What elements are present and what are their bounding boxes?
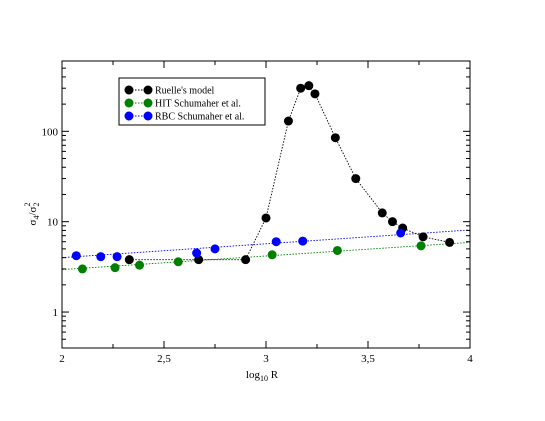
point-ruelle-s-model [377, 208, 387, 218]
x-axis-label: log10 R [246, 369, 279, 383]
point-ruelle-s-model [283, 116, 293, 126]
point-ruelle-s-model [261, 213, 271, 223]
point-rbc-schumaher-et-al [112, 252, 122, 262]
point-rbc-schumaher-et-al [298, 236, 308, 246]
point-ruelle-s-model [310, 89, 320, 99]
y-tick-label: 10 [47, 217, 59, 229]
y-tick-label: 1 [53, 307, 59, 319]
x-tick-label: 3,5 [361, 353, 375, 365]
point-ruelle-s-model [418, 232, 428, 242]
point-rbc-schumaher-et-al [192, 248, 202, 258]
x-tick-label: 4 [467, 353, 473, 365]
y-axis-label: σ4/σ22 [23, 203, 41, 226]
legend-marker [143, 111, 153, 121]
point-hit-schumaher-et-al [135, 260, 145, 270]
point-hit-schumaher-et-al [173, 257, 183, 267]
trend-line-rbc-schumaher-et-al [61, 229, 471, 259]
legend-marker [124, 85, 134, 95]
point-hit-schumaher-et-al [110, 263, 120, 273]
point-hit-schumaher-et-al [416, 241, 426, 251]
point-rbc-schumaher-et-al [71, 251, 81, 261]
legend-marker [124, 111, 134, 121]
point-ruelle-s-model [330, 133, 340, 143]
legend-label-hit-schumaher-et-al: HIT Schumaher et al. [155, 99, 241, 110]
point-hit-schumaher-et-al [332, 245, 342, 255]
legend-box [118, 77, 266, 126]
point-rbc-schumaher-et-al [96, 252, 106, 262]
x-tick-label: 2 [59, 353, 65, 365]
legend-label-rbc-schumaher-et-al: RBC Schumaher et al. [155, 112, 244, 123]
point-rbc-schumaher-et-al [210, 244, 220, 254]
point-ruelle-s-model [296, 83, 306, 93]
plot-points [71, 81, 455, 274]
point-ruelle-s-model [387, 217, 397, 227]
point-ruelle-s-model [445, 237, 455, 247]
point-hit-schumaher-et-al [267, 250, 277, 260]
trend-line-hit-schumaher-et-al [61, 241, 471, 271]
point-rbc-schumaher-et-al [271, 237, 281, 247]
point-rbc-schumaher-et-al [396, 228, 406, 238]
legend-marker [143, 98, 153, 108]
legend-label-ruelle-s-model: Ruelle's model [155, 86, 215, 97]
y-axis-ticks: 1 10 100 [42, 67, 470, 340]
y-tick-label: 100 [42, 126, 59, 138]
point-hit-schumaher-et-al [77, 264, 87, 274]
legend-marker [124, 98, 134, 108]
x-tick-label: 2,5 [157, 353, 171, 365]
point-ruelle-s-model [304, 81, 314, 91]
point-ruelle-s-model [351, 174, 361, 184]
point-ruelle-s-model [241, 255, 251, 265]
legend: Ruelle's model HIT Schumaher et al. RBC Sc… [118, 77, 266, 126]
x-axis-ticks: 2 2,5 3 3,5 4 [59, 61, 473, 365]
legend-marker [143, 85, 153, 95]
point-ruelle-s-model [124, 255, 134, 265]
x-tick-label: 3 [263, 353, 269, 365]
